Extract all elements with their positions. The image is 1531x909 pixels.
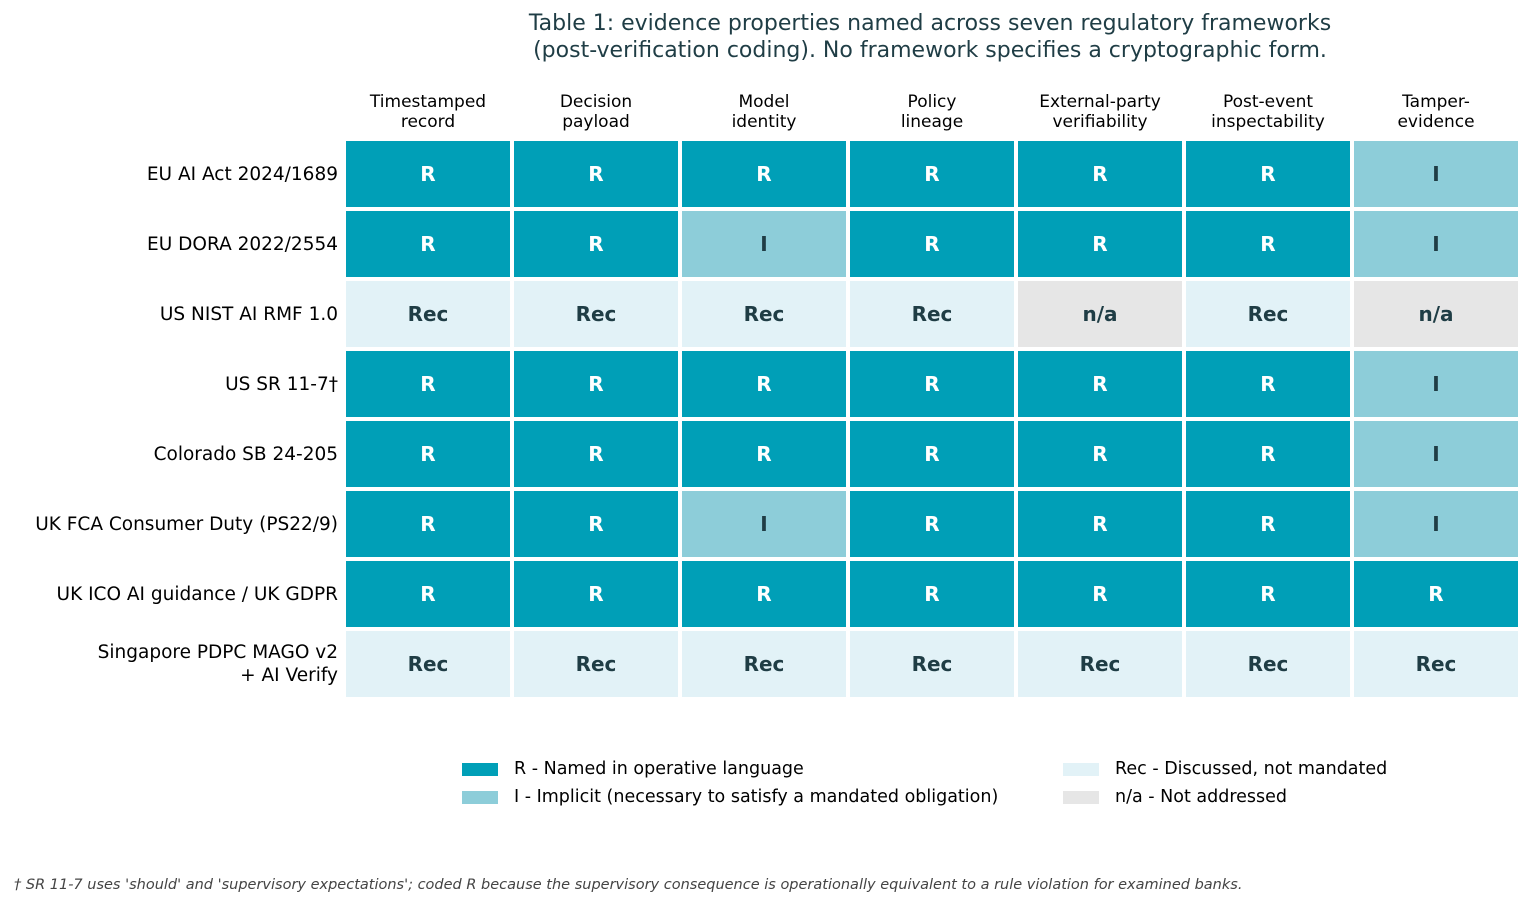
table-cell: R xyxy=(346,211,510,277)
legend-swatch xyxy=(462,790,498,804)
legend-swatch xyxy=(1063,762,1099,776)
footnote: † SR 11-7 uses 'should' and 'supervisory… xyxy=(14,877,1243,893)
table-cell: I xyxy=(1354,351,1518,417)
table-cell: Rec xyxy=(514,631,678,697)
table-cell: R xyxy=(850,211,1014,277)
row-header: US NIST AI RMF 1.0 xyxy=(159,303,338,325)
table-cell: Rec xyxy=(1186,281,1350,347)
legend-swatch xyxy=(1063,790,1099,804)
table-cell: R xyxy=(682,141,846,207)
table-cell: R xyxy=(346,141,510,207)
table-cell: I xyxy=(1354,421,1518,487)
table-cell: R xyxy=(850,491,1014,557)
table-cell: R xyxy=(1018,561,1182,627)
row-header: UK ICO AI guidance / UK GDPR xyxy=(56,583,338,605)
row-header: EU DORA 2022/2554 xyxy=(147,233,338,255)
row-header: EU AI Act 2024/1689 xyxy=(146,163,338,185)
row-header: Singapore PDPC MAGO v2 + AI Verify xyxy=(97,642,338,686)
table-cell: R xyxy=(1186,491,1350,557)
table-cell: Rec xyxy=(850,281,1014,347)
table-cell: n/a xyxy=(1018,281,1182,347)
table-cell: Rec xyxy=(514,281,678,347)
table-cell: R xyxy=(514,491,678,557)
table-cell: R xyxy=(850,421,1014,487)
table-cell: R xyxy=(1018,351,1182,417)
column-header: Policy lineage xyxy=(900,92,964,132)
table-cell: Rec xyxy=(1354,631,1518,697)
table-cell: R xyxy=(346,491,510,557)
table-cell: R xyxy=(514,351,678,417)
legend-label: Rec - Discussed, not mandated xyxy=(1115,759,1388,779)
column-header: Decision payload xyxy=(559,92,633,132)
table-cell: n/a xyxy=(1354,281,1518,347)
legend-item: R - Named in operative language xyxy=(462,759,804,779)
table-cell: R xyxy=(514,141,678,207)
table-cell: R xyxy=(682,421,846,487)
legend-label: n/a - Not addressed xyxy=(1115,787,1288,807)
table-cell: R xyxy=(850,141,1014,207)
legend-item: Rec - Discussed, not mandated xyxy=(1063,759,1387,779)
table-cell: R xyxy=(850,561,1014,627)
table-cell: R xyxy=(1186,421,1350,487)
legend-item: n/a - Not addressed xyxy=(1063,787,1287,807)
table-cell: R xyxy=(1018,491,1182,557)
table-cell: I xyxy=(1354,491,1518,557)
chart-title: Table 1: evidence properties named acros… xyxy=(528,11,1332,63)
table-cell: I xyxy=(1354,141,1518,207)
table-cell: Rec xyxy=(1018,631,1182,697)
table-cell: R xyxy=(850,351,1014,417)
column-header: Tamper- evidence xyxy=(1397,92,1475,132)
table-cell: R xyxy=(514,211,678,277)
table-cell: R xyxy=(1186,561,1350,627)
table-cell: I xyxy=(1354,211,1518,277)
table-cell: Rec xyxy=(346,281,510,347)
table-cell: Rec xyxy=(682,631,846,697)
table-cell: I xyxy=(682,211,846,277)
table-cell: R xyxy=(682,561,846,627)
column-header: Timestamped record xyxy=(369,92,487,132)
legend-item: I - Implicit (necessary to satisfy a man… xyxy=(462,787,998,807)
column-header: Post-event inspectability xyxy=(1211,92,1325,132)
table-cell: R xyxy=(346,351,510,417)
column-header: Model identity xyxy=(731,92,797,132)
table-cell: R xyxy=(346,561,510,627)
table-cell: R xyxy=(1186,211,1350,277)
row-header: US SR 11-7† xyxy=(225,373,338,395)
table-cell: Rec xyxy=(1186,631,1350,697)
row-header: Colorado SB 24-205 xyxy=(153,443,338,465)
column-header: External-party verifiability xyxy=(1039,92,1161,132)
legend-swatch xyxy=(462,762,498,776)
table-cell: R xyxy=(346,421,510,487)
table-cell: R xyxy=(1186,141,1350,207)
table-cell: R xyxy=(1018,421,1182,487)
table-cell: R xyxy=(682,351,846,417)
table-cell: R xyxy=(1354,561,1518,627)
table-cell: Rec xyxy=(346,631,510,697)
table-cell: R xyxy=(514,421,678,487)
row-header: UK FCA Consumer Duty (PS22/9) xyxy=(35,513,338,535)
table-cell: R xyxy=(1018,141,1182,207)
table-cell: R xyxy=(1018,211,1182,277)
table-cell: I xyxy=(682,491,846,557)
legend-label: R - Named in operative language xyxy=(514,759,804,779)
table-cell: Rec xyxy=(682,281,846,347)
table-cell: Rec xyxy=(850,631,1014,697)
legend-label: I - Implicit (necessary to satisfy a man… xyxy=(514,787,999,807)
table-cell: R xyxy=(1186,351,1350,417)
table-cell: R xyxy=(514,561,678,627)
